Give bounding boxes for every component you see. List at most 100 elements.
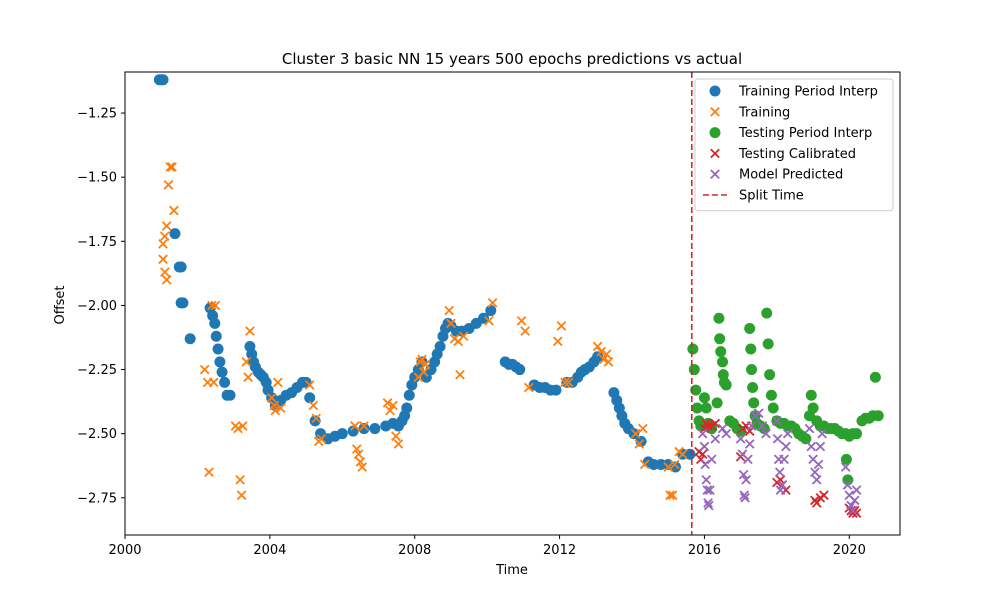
data-point <box>209 317 221 329</box>
data-point <box>369 423 381 435</box>
data-point <box>598 354 609 365</box>
data-point <box>741 475 751 485</box>
data-point <box>556 321 567 331</box>
data-point <box>420 359 431 370</box>
data-point <box>717 423 728 434</box>
data-point <box>757 421 768 431</box>
data-point <box>815 441 826 452</box>
data-point <box>777 480 788 490</box>
data-point <box>353 449 364 460</box>
data-point <box>743 454 753 465</box>
data-point <box>552 336 563 347</box>
data-point <box>455 369 465 380</box>
data-point <box>840 453 852 465</box>
y-tick-label: −2.00 <box>77 299 117 314</box>
data-point <box>157 74 169 86</box>
data-point <box>224 389 236 401</box>
legend-label: Training <box>738 105 790 120</box>
data-point <box>721 428 732 439</box>
data-point <box>208 377 219 388</box>
data-point <box>811 498 822 508</box>
data-point <box>747 382 759 394</box>
data-point <box>241 357 252 367</box>
data-point <box>272 377 283 388</box>
x-tick-label: 2000 <box>108 543 141 558</box>
data-point <box>434 340 446 352</box>
data-point <box>550 384 562 396</box>
data-point <box>697 449 708 460</box>
data-point <box>667 490 678 501</box>
data-point <box>523 382 534 393</box>
data-point <box>698 392 710 404</box>
data-point <box>158 239 168 249</box>
data-point <box>684 448 696 460</box>
data-point <box>851 428 863 440</box>
x-axis-label: Time <box>495 563 528 578</box>
data-point <box>417 354 427 365</box>
data-point <box>403 389 415 401</box>
data-point <box>391 431 401 442</box>
legend-marker <box>709 127 721 139</box>
data-point <box>199 364 210 375</box>
data-point <box>811 475 822 485</box>
data-point <box>761 307 773 319</box>
data-point <box>690 384 702 396</box>
data-point <box>665 490 675 501</box>
data-point <box>687 343 699 355</box>
data-point <box>703 500 714 511</box>
data-point <box>805 389 817 401</box>
data-point <box>762 338 774 350</box>
data-point <box>165 162 176 172</box>
data-point <box>358 423 370 435</box>
data-point <box>697 428 708 439</box>
data-point <box>161 274 172 285</box>
data-point <box>233 423 243 434</box>
y-tick-label: −2.75 <box>77 491 117 506</box>
data-point <box>275 403 286 413</box>
data-point <box>669 459 680 470</box>
data-point <box>167 162 177 172</box>
data-point <box>706 454 717 465</box>
data-point <box>840 462 851 472</box>
data-point <box>699 441 710 452</box>
legend-entry: Training <box>710 105 790 120</box>
axes: 2000 2004 2008 2012 2016 2020 −2.75 −2.50 −2.25 −… <box>77 71 901 558</box>
data-point <box>748 397 760 409</box>
data-point <box>710 433 721 444</box>
data-point <box>781 441 791 452</box>
data-point <box>163 180 174 190</box>
data-point <box>603 357 614 367</box>
data-point <box>745 343 757 355</box>
data-point <box>702 485 713 495</box>
data-point <box>700 459 711 470</box>
data-point <box>266 392 277 403</box>
data-point <box>357 462 368 472</box>
data-point <box>772 433 783 444</box>
legend-marker <box>709 85 721 97</box>
data-point <box>720 379 732 391</box>
data-point <box>842 480 853 490</box>
data-point <box>869 371 881 383</box>
legend-label: Split Time <box>739 189 804 204</box>
data-point <box>601 349 612 359</box>
data-point <box>308 400 319 411</box>
data-point <box>819 490 829 501</box>
data-point <box>691 402 703 414</box>
data-point <box>744 426 755 436</box>
data-point <box>703 421 713 431</box>
legend-entry: Training Period Interp <box>709 85 878 100</box>
data-point <box>639 459 650 470</box>
data-point <box>207 300 217 311</box>
data-point <box>774 467 785 477</box>
data-point <box>711 397 723 409</box>
data-point <box>851 485 862 495</box>
data-point <box>739 490 750 501</box>
data-point <box>717 356 729 368</box>
data-point <box>382 398 393 408</box>
data-point <box>478 312 490 324</box>
data-point <box>245 326 255 336</box>
data-point <box>347 425 359 437</box>
data-point <box>444 305 454 316</box>
data-point <box>705 485 715 495</box>
data-point <box>779 454 789 465</box>
